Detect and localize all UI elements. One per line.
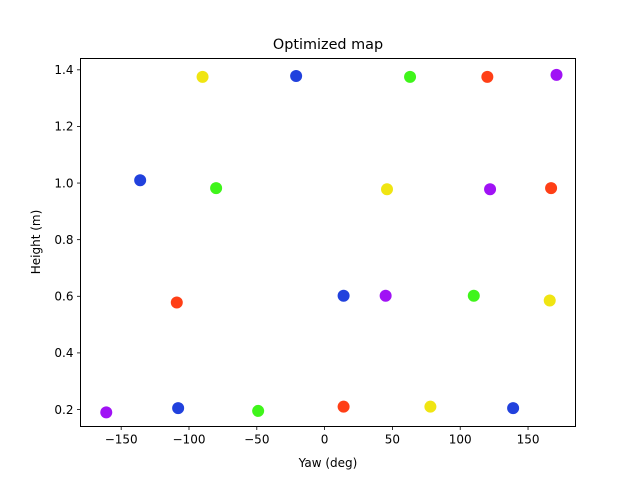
y-tick-label: 0.6	[54, 290, 73, 304]
data-points	[100, 68, 563, 419]
y-tick-label: 1.2	[54, 120, 73, 134]
x-tick-label: −150	[105, 433, 138, 447]
data-point-16	[545, 182, 558, 195]
data-point-9	[379, 289, 392, 302]
data-point-15	[484, 183, 497, 196]
chart-title: Optimized map	[273, 37, 383, 53]
y-tick-label: 1.0	[54, 176, 73, 190]
data-point-10	[467, 289, 480, 302]
x-tick-label: 50	[385, 433, 400, 447]
plot-area-frame	[80, 58, 576, 427]
data-point-12	[134, 174, 147, 187]
x-axis-ticks: −150 −100 −50 0 50 100 150	[105, 426, 540, 447]
data-point-11	[543, 294, 556, 307]
y-tick-label: 1.4	[54, 63, 73, 77]
data-point-6	[507, 402, 520, 415]
data-point-4	[337, 400, 350, 413]
y-tick-label: 0.4	[54, 346, 73, 360]
x-tick-label: 0	[321, 433, 329, 447]
x-tick-label: 100	[449, 433, 472, 447]
x-tick-label: −100	[173, 433, 206, 447]
data-point-19	[404, 70, 417, 83]
data-point-21	[550, 68, 563, 81]
y-axis-ticks: 0.2 0.4 0.6 0.8 1.0 1.2 1.4	[54, 63, 81, 417]
data-point-20	[481, 70, 494, 83]
y-tick-label: 0.2	[54, 403, 73, 417]
data-point-2	[172, 402, 185, 415]
data-point-1	[100, 406, 113, 419]
data-point-8	[337, 289, 350, 302]
data-point-3	[252, 404, 265, 417]
x-tick-label: −50	[244, 433, 269, 447]
data-point-5	[424, 400, 437, 413]
y-axis-label: Height (m)	[29, 210, 43, 275]
data-point-18	[290, 70, 303, 83]
x-axis-label: Yaw (deg)	[298, 456, 358, 470]
data-point-14	[380, 183, 393, 196]
data-point-13	[210, 182, 223, 195]
data-point-17	[196, 70, 209, 83]
x-tick-label: 150	[517, 433, 540, 447]
data-point-7	[170, 296, 183, 309]
y-tick-label: 0.8	[54, 233, 73, 247]
